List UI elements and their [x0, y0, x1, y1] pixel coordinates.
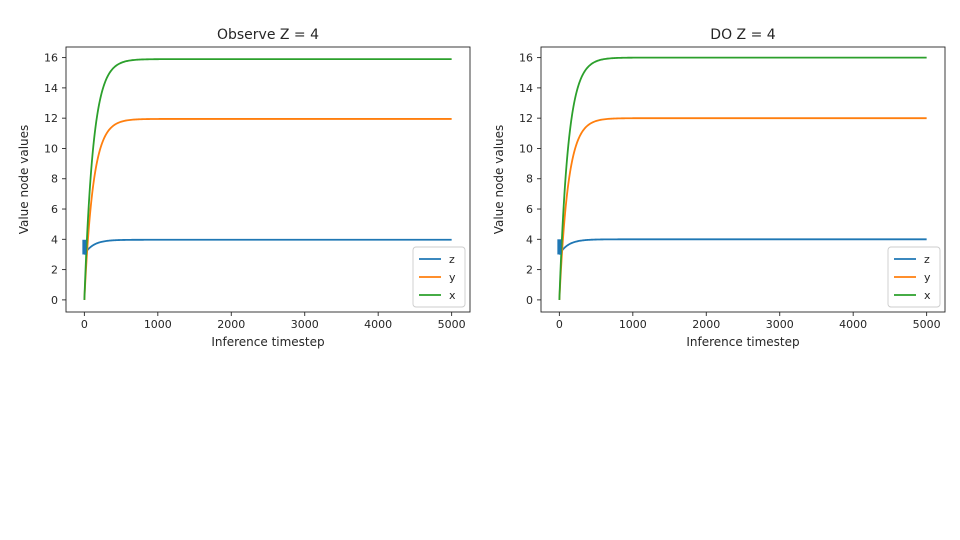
y-axis-label: Value node values — [492, 125, 506, 235]
legend-label-y: y — [924, 271, 931, 284]
y-tick-label: 10 — [44, 142, 58, 155]
chart-1: Observe Z = 4 0 1000 2000 3000 4000 5000 0 2 4 6 8 1… — [17, 27, 471, 349]
series-line-y — [83, 118, 452, 300]
series-line-z — [83, 238, 452, 256]
x-axis-label: Inference timestep — [686, 335, 799, 349]
chart-title: Observe Z = 4 — [217, 27, 319, 43]
legend-label-z: z — [449, 253, 455, 266]
series-line-z — [558, 238, 927, 256]
chart-title: DO Z = 4 — [710, 27, 775, 43]
legend: zyx — [412, 246, 466, 308]
series-line-x — [83, 58, 452, 300]
series-group — [557, 56, 927, 300]
y-tick-label: 0 — [526, 294, 533, 307]
x-tick-label: 3000 — [766, 318, 794, 331]
x-tick-label: 4000 — [839, 318, 867, 331]
legend-label-x: x — [449, 289, 456, 302]
plot-frame — [65, 46, 471, 313]
series-line-y — [558, 117, 927, 300]
y-tick-label: 4 — [526, 233, 533, 246]
x-tick-label: 1000 — [144, 318, 172, 331]
y-tick-label: 2 — [526, 264, 533, 277]
y-tick-label: 0 — [51, 294, 58, 307]
legend-label-z: z — [924, 253, 930, 266]
series-group — [82, 58, 452, 300]
y-tick-label: 14 — [44, 82, 58, 95]
y-tick-label: 6 — [51, 203, 58, 216]
y-tick-label: 2 — [51, 264, 58, 277]
x-tick-label: 0 — [556, 318, 563, 331]
y-tick-label: 16 — [519, 52, 533, 65]
y-tick-label: 6 — [526, 203, 533, 216]
y-tick-label: 12 — [44, 112, 58, 125]
x-tick-label: 5000 — [438, 318, 466, 331]
x-tick-label: 2000 — [692, 318, 720, 331]
y-tick-label: 12 — [519, 112, 533, 125]
legend-label-x: x — [924, 289, 931, 302]
x-tick-label: 3000 — [291, 318, 319, 331]
y-tick-label: 16 — [44, 52, 58, 65]
y-tick-label: 4 — [51, 233, 58, 246]
y-axis-label: Value node values — [17, 125, 31, 235]
x-tick-label: 5000 — [913, 318, 941, 331]
x-tick-label: 4000 — [364, 318, 392, 331]
x-tick-label: 1000 — [619, 318, 647, 331]
plot-frame — [540, 46, 946, 313]
y-tick-label: 10 — [519, 142, 533, 155]
x-axis-label: Inference timestep — [211, 335, 324, 349]
y-tick-label: 8 — [526, 173, 533, 186]
y-tick-label: 8 — [51, 173, 58, 186]
x-tick-label: 2000 — [217, 318, 245, 331]
legend-label-y: y — [449, 271, 456, 284]
x-tick-label: 0 — [81, 318, 88, 331]
legend: zyx — [887, 246, 941, 308]
chart-2: DO Z = 4 0 1000 2000 3000 4000 5000 0 2 4 6 8 10 12 14… — [492, 27, 946, 349]
y-tick-label: 14 — [519, 82, 533, 95]
series-line-x — [558, 56, 927, 300]
